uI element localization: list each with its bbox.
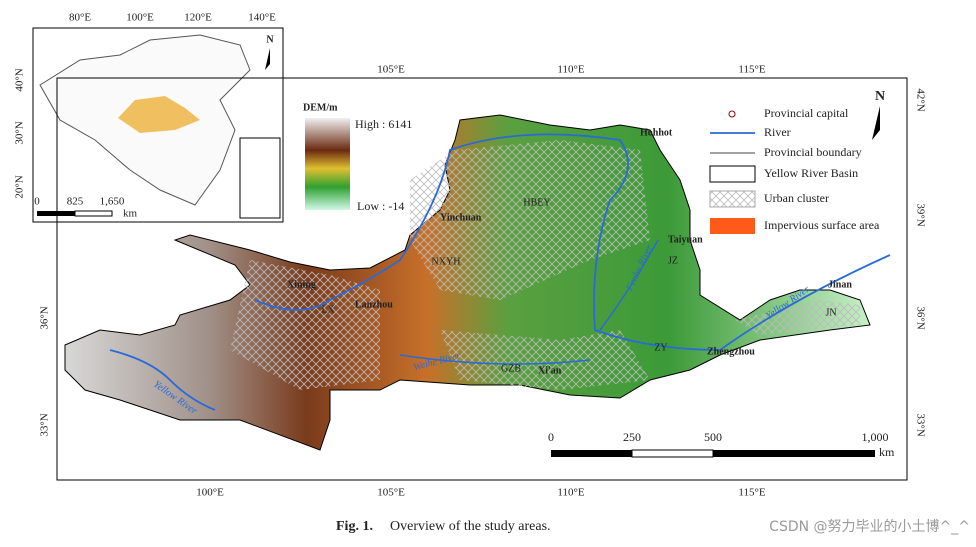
inset-scale-bar bbox=[74, 210, 113, 217]
legend-label: Impervious surface area bbox=[764, 218, 880, 232]
lon-label: 100°E bbox=[196, 487, 224, 499]
place-label: JN bbox=[825, 307, 836, 318]
scale-bar bbox=[631, 449, 714, 458]
inset-lon: 140°E bbox=[248, 12, 276, 24]
lat-label: 33°N bbox=[914, 413, 926, 436]
scale-tick: 0 bbox=[548, 430, 554, 444]
inset-north: N bbox=[266, 34, 274, 45]
inset-scale-tick: 1,650 bbox=[100, 196, 125, 208]
north-arrow bbox=[872, 106, 880, 140]
dem-high: High : 6141 bbox=[355, 117, 412, 131]
dem-title: DEM/m bbox=[303, 102, 338, 113]
inset-lat: 40°N bbox=[14, 68, 26, 91]
inset-lat: 20°N bbox=[14, 175, 26, 198]
lon-label: 110°E bbox=[557, 487, 584, 499]
river bbox=[599, 239, 659, 331]
river bbox=[109, 133, 891, 411]
place-label: Xi'an bbox=[538, 365, 562, 376]
river bbox=[399, 354, 591, 365]
inset-lat: 30°N bbox=[14, 121, 26, 144]
lat-label: 36°N bbox=[39, 306, 51, 329]
north-arrow bbox=[265, 48, 270, 70]
lat-label: 36°N bbox=[914, 306, 926, 329]
urban-cluster bbox=[735, 300, 860, 335]
south-sea-box bbox=[239, 137, 281, 219]
place-label: HBEY bbox=[523, 197, 550, 208]
scale-tick: 1,000 bbox=[862, 430, 889, 444]
inset-scale-unit: km bbox=[123, 208, 138, 220]
lon-label: 110°E bbox=[557, 64, 584, 76]
inset-scale-tick: 825 bbox=[67, 196, 84, 208]
place-label: GZB bbox=[501, 363, 521, 374]
place-label: Lanzhou bbox=[355, 299, 393, 310]
scale-tick: 250 bbox=[623, 430, 641, 444]
legend-label: Provincial capital bbox=[764, 106, 849, 120]
urban-cluster bbox=[440, 330, 650, 390]
inset-lon: 80°E bbox=[69, 12, 91, 24]
urban-cluster bbox=[230, 260, 380, 390]
inset-lon: 120°E bbox=[184, 12, 212, 24]
legend-symbol bbox=[728, 110, 736, 118]
legend-label: Provincial boundary bbox=[764, 145, 862, 159]
inset-scale-tick: 0 bbox=[34, 196, 40, 208]
inset-lon: 100°E bbox=[126, 12, 154, 24]
lon-label: 105°E bbox=[377, 64, 405, 76]
lat-label: 33°N bbox=[39, 413, 51, 436]
lon-label: 115°E bbox=[738, 64, 765, 76]
lat-label: 42°N bbox=[914, 88, 926, 111]
legend-symbol bbox=[710, 218, 755, 234]
legend-label: River bbox=[764, 125, 791, 139]
place-label: Hohhot bbox=[640, 127, 673, 138]
caption-text: Overview of the study areas. bbox=[390, 519, 551, 534]
legend-label: Yellow River Basin bbox=[764, 166, 858, 180]
place-label: LX bbox=[321, 304, 335, 315]
lon-label: 105°E bbox=[377, 487, 405, 499]
place-label: Jinan bbox=[828, 279, 852, 290]
basin-inset bbox=[118, 96, 200, 133]
scale-unit: km bbox=[879, 445, 895, 459]
place-label: Zhengzhou bbox=[707, 346, 755, 357]
legend-symbol bbox=[709, 190, 756, 208]
legend-symbol bbox=[709, 165, 756, 183]
place-label: NXYH bbox=[432, 256, 461, 267]
place-label: Yinchuan bbox=[440, 212, 482, 223]
scale-tick: 500 bbox=[704, 430, 722, 444]
caption-label: Fig. 1. bbox=[336, 519, 373, 534]
map-frame bbox=[56, 77, 908, 481]
urban-cluster bbox=[410, 140, 650, 300]
scale-bar bbox=[551, 450, 632, 457]
place-label: JZ bbox=[668, 255, 678, 266]
place-label: Taiyuan bbox=[668, 234, 703, 245]
north-label: N bbox=[875, 89, 885, 104]
dem-low: Low : -14 bbox=[357, 199, 404, 213]
lon-label: 115°E bbox=[738, 487, 765, 499]
lat-label: 39°N bbox=[914, 203, 926, 226]
place-label: Xining bbox=[287, 279, 316, 290]
scale-bar bbox=[713, 450, 875, 457]
dem-ramp bbox=[305, 118, 350, 210]
place-label: ZY bbox=[654, 342, 667, 353]
inset-scale-bar bbox=[37, 211, 75, 216]
legend-label: Urban cluster bbox=[764, 191, 829, 205]
watermark: CSDN @努力毕业的小土博^_^ bbox=[769, 518, 970, 535]
